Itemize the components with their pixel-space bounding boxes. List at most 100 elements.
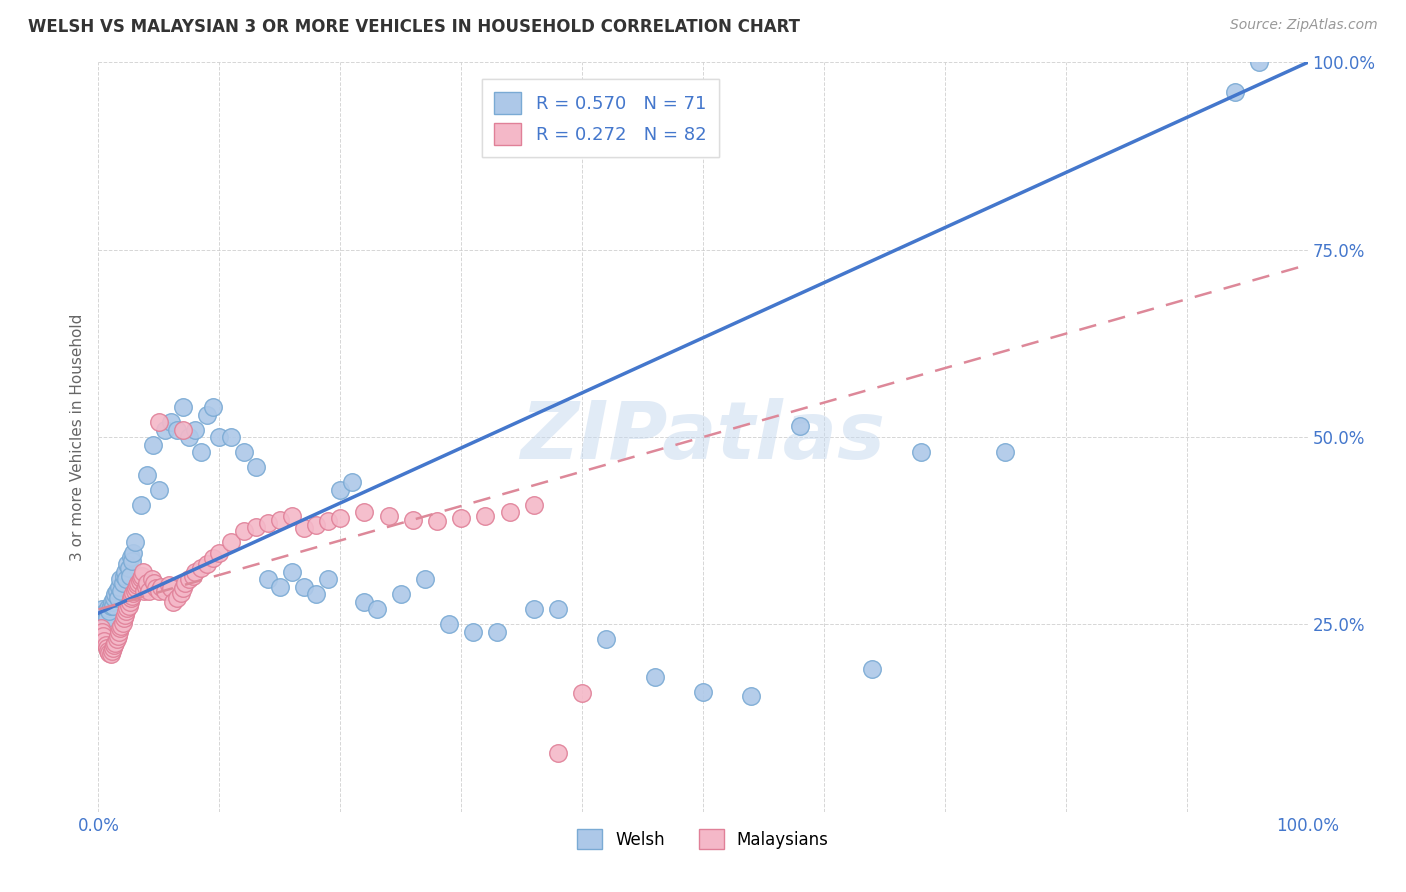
Point <box>172 423 194 437</box>
Point <box>97 643 120 657</box>
Point <box>353 595 375 609</box>
Point <box>114 565 136 579</box>
Point <box>329 483 352 497</box>
Point <box>208 430 231 444</box>
Point <box>134 583 156 598</box>
Point <box>994 445 1017 459</box>
Point <box>166 423 188 437</box>
Point <box>150 580 173 594</box>
Point <box>138 583 160 598</box>
Point <box>486 624 509 639</box>
Point <box>94 639 117 653</box>
Point <box>692 685 714 699</box>
Point <box>100 599 122 613</box>
Point <box>110 583 132 598</box>
Point <box>162 595 184 609</box>
Point <box>329 511 352 525</box>
Point <box>107 629 129 643</box>
Point <box>93 633 115 648</box>
Point <box>437 617 460 632</box>
Point <box>112 568 135 582</box>
Point <box>135 580 157 594</box>
Point <box>121 589 143 603</box>
Point <box>131 568 153 582</box>
Point <box>172 582 194 596</box>
Point <box>96 641 118 656</box>
Point <box>91 629 114 643</box>
Point <box>120 549 142 564</box>
Point <box>104 587 127 601</box>
Point <box>292 521 315 535</box>
Point <box>184 565 207 579</box>
Point <box>103 639 125 653</box>
Point <box>93 606 115 620</box>
Point <box>145 582 167 596</box>
Point <box>108 621 131 635</box>
Point <box>142 437 165 451</box>
Point <box>114 608 136 623</box>
Point <box>118 568 141 582</box>
Point <box>112 611 135 625</box>
Point <box>184 423 207 437</box>
Point <box>305 587 328 601</box>
Point <box>91 602 114 616</box>
Point <box>129 498 152 512</box>
Point <box>402 512 425 526</box>
Point <box>571 686 593 700</box>
Point <box>148 583 170 598</box>
Point <box>135 576 157 591</box>
Point <box>111 615 134 630</box>
Legend: R = 0.570   N = 71, R = 0.272   N = 82: R = 0.570 N = 71, R = 0.272 N = 82 <box>481 79 718 157</box>
Text: WELSH VS MALAYSIAN 3 OR MORE VEHICLES IN HOUSEHOLD CORRELATION CHART: WELSH VS MALAYSIAN 3 OR MORE VEHICLES IN… <box>28 18 800 36</box>
Point <box>474 508 496 523</box>
Point <box>179 430 201 444</box>
Point <box>910 445 932 459</box>
Point <box>111 576 134 591</box>
Point <box>101 599 124 613</box>
Point <box>172 400 194 414</box>
Point <box>97 601 120 615</box>
Point <box>118 561 141 575</box>
Point <box>120 591 142 606</box>
Point <box>269 512 291 526</box>
Point <box>1223 86 1246 100</box>
Point <box>366 602 388 616</box>
Point <box>104 636 127 650</box>
Point <box>127 578 149 592</box>
Point <box>208 546 231 560</box>
Point <box>108 573 131 587</box>
Point <box>232 524 254 538</box>
Point <box>105 632 128 647</box>
Point <box>117 558 139 572</box>
Point <box>202 551 225 566</box>
Point <box>245 520 267 534</box>
Point <box>90 621 112 635</box>
Point <box>160 415 183 429</box>
Point <box>148 483 170 497</box>
Point <box>221 430 243 444</box>
Point <box>426 514 449 528</box>
Point <box>98 604 121 618</box>
Point <box>107 591 129 606</box>
Point <box>181 568 204 582</box>
Point <box>190 445 212 459</box>
Point <box>281 508 304 523</box>
Point <box>128 574 150 588</box>
Point <box>232 445 254 459</box>
Point <box>108 624 131 639</box>
Point <box>118 595 141 609</box>
Point <box>450 511 472 525</box>
Point <box>256 573 278 587</box>
Point <box>100 643 122 657</box>
Point <box>108 580 131 594</box>
Point <box>143 576 166 591</box>
Point <box>125 582 148 596</box>
Text: ZIPatlas: ZIPatlas <box>520 398 886 476</box>
Point <box>305 518 328 533</box>
Point <box>94 610 117 624</box>
Point <box>547 746 569 760</box>
Point <box>179 573 201 587</box>
Point <box>117 601 139 615</box>
Point <box>195 558 218 572</box>
Point <box>98 646 121 660</box>
